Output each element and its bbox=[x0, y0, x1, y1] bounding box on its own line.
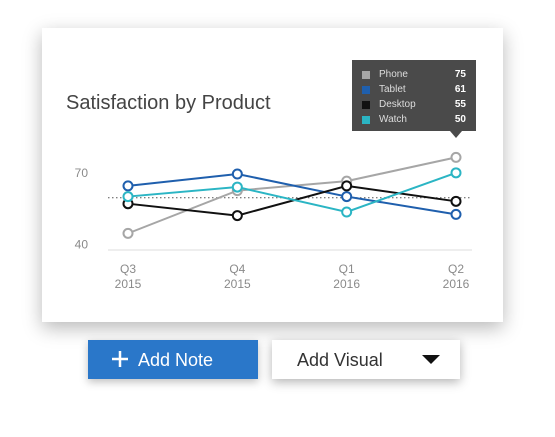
point bbox=[450, 167, 462, 179]
x-tick-label: Q2 2016 bbox=[442, 262, 470, 291]
tooltip: Phone 75 Tablet 61 Desktop 55 Watch 50 bbox=[352, 60, 476, 138]
series-line bbox=[127, 184, 457, 217]
x-tick-label: Q4 2015 bbox=[223, 262, 251, 291]
tooltip-value: 75 bbox=[454, 69, 466, 80]
legend-label: Watch bbox=[379, 114, 407, 125]
legend-label: Tablet bbox=[379, 84, 406, 95]
y-tick-label: 70 bbox=[75, 166, 89, 180]
dropdown-arrow bbox=[422, 355, 440, 364]
y-tick-label: 40 bbox=[75, 237, 89, 251]
point bbox=[341, 191, 353, 203]
legend-swatch bbox=[362, 71, 370, 79]
point bbox=[341, 180, 353, 192]
legend-label: Phone bbox=[379, 69, 408, 80]
add-note-button[interactable]: Add Note bbox=[88, 340, 258, 379]
series-line bbox=[127, 171, 457, 214]
legend-label: Desktop bbox=[379, 99, 416, 110]
point bbox=[231, 168, 243, 180]
tooltip-value: 55 bbox=[454, 99, 466, 110]
tooltip-item: Desktop 55 bbox=[362, 98, 466, 112]
point bbox=[450, 195, 462, 207]
plus-icon bbox=[112, 351, 128, 367]
tooltip-value: 61 bbox=[454, 84, 466, 95]
legend-swatch bbox=[362, 86, 370, 94]
point bbox=[450, 151, 462, 163]
tooltip-item: Watch 50 bbox=[362, 113, 466, 127]
point bbox=[341, 206, 353, 218]
button-label: Add Note bbox=[138, 350, 214, 370]
point bbox=[231, 181, 243, 193]
series-line bbox=[127, 172, 457, 216]
x-tick-label: Q3 2015 bbox=[114, 262, 142, 291]
point bbox=[122, 227, 134, 239]
point bbox=[122, 180, 134, 192]
button-label: Add Visual bbox=[297, 350, 383, 370]
add-visual-dropdown[interactable]: Add Visual bbox=[272, 340, 460, 379]
legend-swatch bbox=[362, 116, 370, 124]
chart-title: Satisfaction by Product bbox=[66, 92, 271, 114]
tooltip-item: Tablet 61 bbox=[362, 83, 466, 97]
point bbox=[450, 208, 462, 220]
x-tick-label: Q1 2016 bbox=[333, 262, 360, 291]
tooltip-value: 50 bbox=[454, 114, 466, 125]
legend-swatch bbox=[362, 101, 370, 109]
point bbox=[231, 210, 243, 222]
point bbox=[122, 191, 134, 203]
tooltip-item: Phone 75 bbox=[362, 68, 466, 82]
